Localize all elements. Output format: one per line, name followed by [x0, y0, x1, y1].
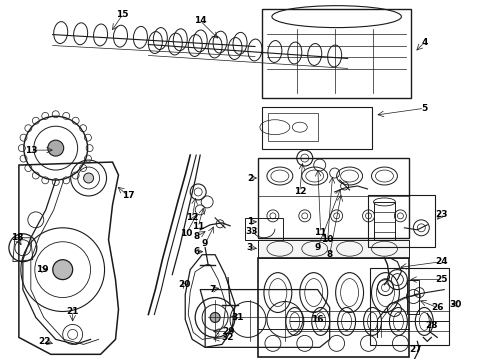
Bar	[258, 258, 409, 357]
Text: 8: 8	[193, 232, 199, 241]
Bar	[369, 268, 449, 345]
Bar	[245, 218, 283, 240]
Text: 13: 13	[24, 145, 37, 154]
Text: 31: 31	[232, 313, 245, 322]
Text: 23: 23	[435, 210, 447, 219]
Text: 11: 11	[315, 228, 327, 237]
Text: 21: 21	[67, 307, 79, 316]
Text: 18: 18	[11, 233, 23, 242]
Circle shape	[84, 173, 94, 183]
Circle shape	[48, 140, 64, 156]
Text: 11: 11	[192, 222, 204, 231]
Text: 33: 33	[245, 227, 258, 236]
Text: 14: 14	[194, 16, 206, 25]
Text: 32: 32	[222, 333, 234, 342]
Bar	[258, 158, 409, 238]
Text: 1: 1	[247, 217, 253, 226]
Text: 10: 10	[321, 235, 334, 244]
Bar	[373, 202, 395, 240]
Text: 6: 6	[193, 247, 199, 256]
Bar	[407, 280, 419, 315]
Bar	[262, 9, 412, 98]
Text: 4: 4	[421, 38, 427, 47]
Text: 7: 7	[209, 285, 215, 294]
Bar	[262, 107, 371, 149]
Text: 15: 15	[116, 10, 129, 19]
Text: 17: 17	[122, 192, 135, 201]
Text: 29: 29	[222, 327, 234, 336]
Text: 3: 3	[247, 243, 253, 252]
Text: 10: 10	[180, 229, 193, 238]
Text: 19: 19	[36, 265, 49, 274]
Text: 9: 9	[315, 243, 321, 252]
Text: 16: 16	[312, 315, 324, 324]
Text: 30: 30	[449, 300, 462, 309]
Text: 26: 26	[431, 303, 443, 312]
Text: 25: 25	[435, 275, 447, 284]
Text: 2: 2	[247, 174, 253, 183]
Bar	[268, 113, 318, 141]
Text: 12: 12	[186, 213, 198, 222]
Text: 27: 27	[409, 345, 422, 354]
Circle shape	[210, 312, 220, 323]
Text: 20: 20	[178, 280, 191, 289]
Bar	[368, 195, 435, 247]
Text: 12: 12	[294, 188, 306, 197]
Text: 28: 28	[425, 321, 438, 330]
Text: 24: 24	[435, 257, 447, 266]
Text: 9: 9	[202, 239, 208, 248]
Text: 5: 5	[421, 104, 427, 113]
Bar	[258, 240, 409, 258]
Circle shape	[53, 260, 73, 280]
Text: 8: 8	[326, 250, 333, 259]
Text: 22: 22	[39, 337, 51, 346]
